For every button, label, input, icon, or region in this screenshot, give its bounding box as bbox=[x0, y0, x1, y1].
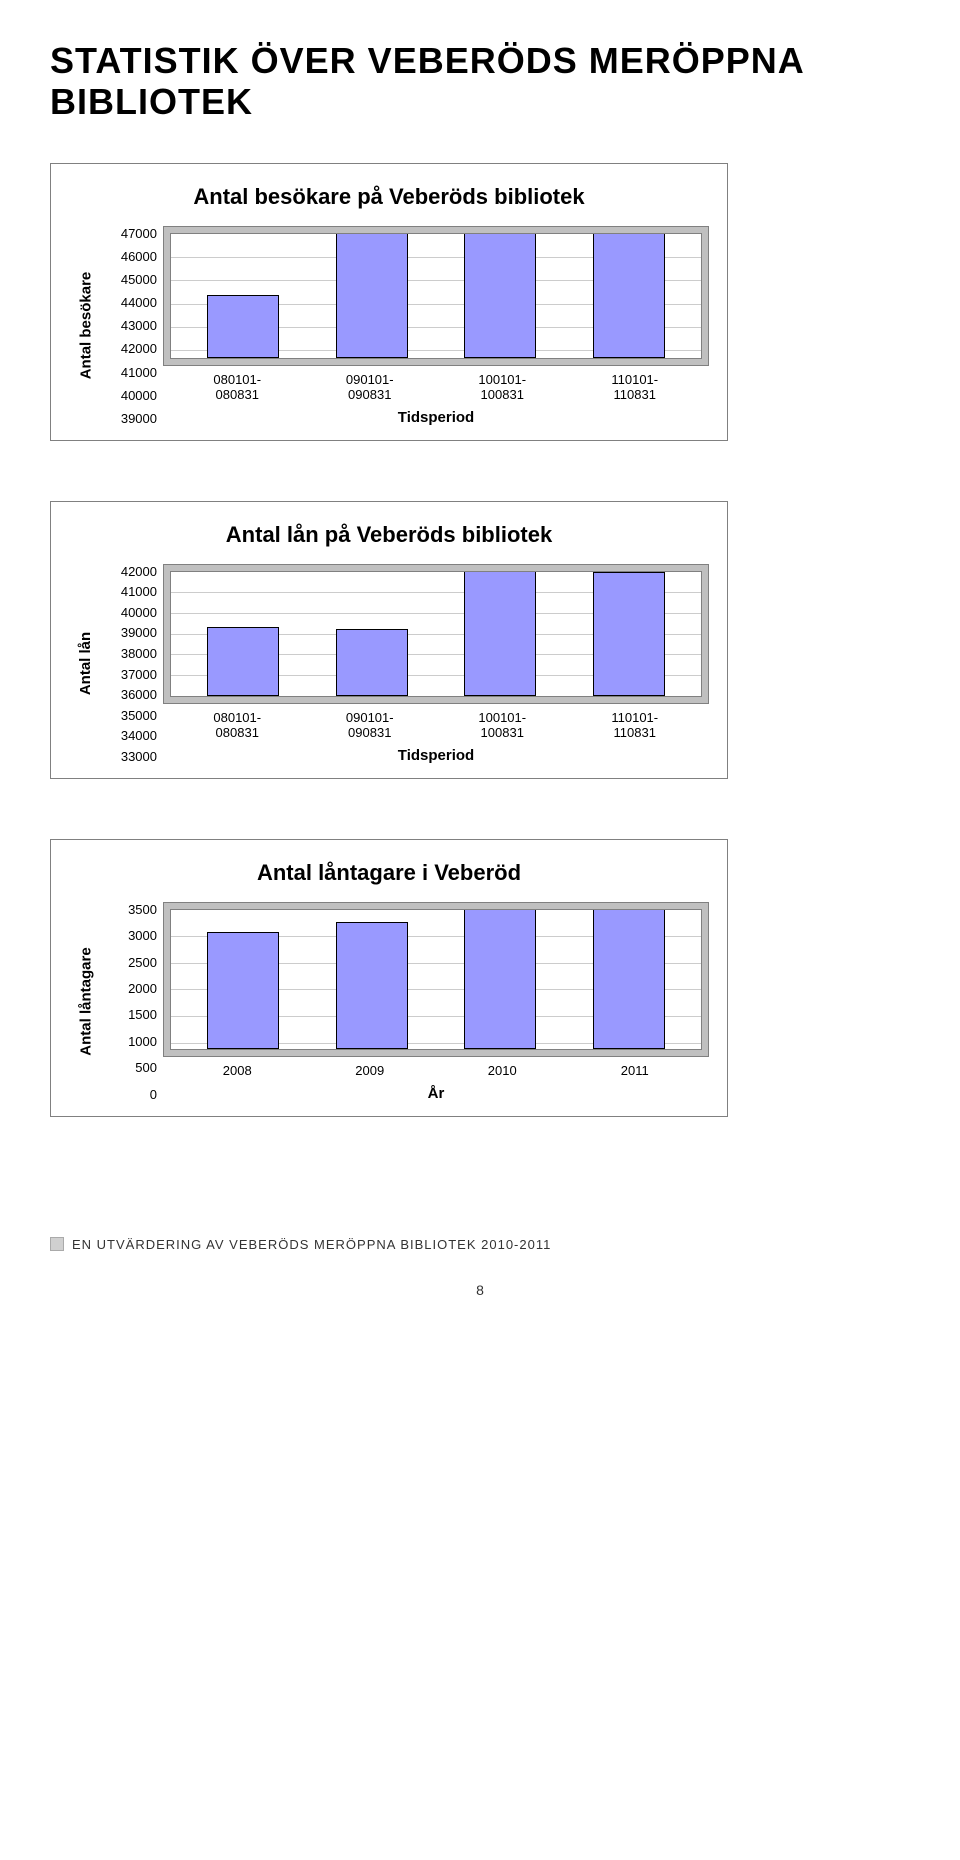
chart2-ytick: 36000 bbox=[103, 687, 157, 702]
chart1-ytick: 44000 bbox=[103, 295, 157, 310]
chart2-xtick: 110101- 110831 bbox=[598, 710, 672, 741]
chart1-ytick: 46000 bbox=[103, 249, 157, 264]
chart1-xtick: 100101- 100831 bbox=[465, 372, 539, 403]
chart2-ytick: 34000 bbox=[103, 728, 157, 743]
chart1-ytick: 41000 bbox=[103, 365, 157, 380]
chart3-xtick: 2011 bbox=[598, 1063, 672, 1079]
chart3-bar bbox=[336, 922, 408, 1050]
chart3-xlabel: År bbox=[163, 1085, 709, 1102]
chart3-plot bbox=[163, 902, 709, 1057]
chart3-ytick: 1500 bbox=[103, 1007, 157, 1022]
chart3-xtick: 2008 bbox=[200, 1063, 274, 1079]
chart1-ytick: 47000 bbox=[103, 226, 157, 241]
chart3-ylabel: Antal låntagare bbox=[78, 948, 95, 1056]
chart2-ytick: 40000 bbox=[103, 605, 157, 620]
chart1-bar bbox=[336, 233, 408, 358]
chart1-xtick: 110101- 110831 bbox=[598, 372, 672, 403]
chart2-ytick: 33000 bbox=[103, 749, 157, 764]
chart1-plot bbox=[163, 226, 709, 366]
charts-container: Antal besökare på Veberöds bibliotek Anta… bbox=[50, 163, 910, 1117]
chart2-ylabel: Antal lån bbox=[78, 632, 95, 695]
chart3-title: Antal låntagare i Veberöd bbox=[69, 860, 709, 886]
chart3-bar bbox=[464, 909, 536, 1049]
chart3-xtick: 2009 bbox=[333, 1063, 407, 1079]
chart1-card: Antal besökare på Veberöds bibliotek Anta… bbox=[50, 163, 728, 441]
chart2-bar bbox=[464, 571, 536, 696]
chart1-xtick: 080101- 080831 bbox=[200, 372, 274, 403]
chart2-bar bbox=[207, 627, 279, 695]
chart2-ytick: 41000 bbox=[103, 584, 157, 599]
chart2-xtick: 100101- 100831 bbox=[465, 710, 539, 741]
chart1-ytick: 42000 bbox=[103, 341, 157, 356]
chart1-ytick: 43000 bbox=[103, 318, 157, 333]
chart2-xlabel: Tidsperiod bbox=[163, 747, 709, 764]
chart1-ytick: 39000 bbox=[103, 411, 157, 426]
chart3-card: Antal låntagare i Veberöd Antal låntagare… bbox=[50, 839, 728, 1117]
footer-text: EN UTVÄRDERING AV VEBERÖDS MERÖPPNA BIBL… bbox=[72, 1237, 551, 1252]
chart1-ylabel: Antal besökare bbox=[78, 272, 95, 380]
chart2-card: Antal lån på Veberöds bibliotek Antal lån… bbox=[50, 501, 728, 779]
chart3-xtick: 2010 bbox=[465, 1063, 539, 1079]
chart2-ytick: 39000 bbox=[103, 625, 157, 640]
chart2-plot bbox=[163, 564, 709, 704]
chart1-ytick: 45000 bbox=[103, 272, 157, 287]
chart2-ytick: 35000 bbox=[103, 708, 157, 723]
chart1-xlabel: Tidsperiod bbox=[163, 409, 709, 426]
chart2-ytick: 38000 bbox=[103, 646, 157, 661]
chart2-xtick: 080101- 080831 bbox=[200, 710, 274, 741]
chart2-title: Antal lån på Veberöds bibliotek bbox=[69, 522, 709, 548]
chart2-bar bbox=[336, 629, 408, 695]
chart1-bar bbox=[464, 233, 536, 358]
footer-icon bbox=[50, 1237, 64, 1251]
chart3-ytick: 500 bbox=[103, 1060, 157, 1075]
chart3-bar bbox=[593, 909, 665, 1049]
chart2-xtick: 090101- 090831 bbox=[333, 710, 407, 741]
page-title: STATISTIK ÖVER VEBERÖDS MERÖPPNA BIBLIOT… bbox=[50, 40, 910, 123]
chart2-ytick: 37000 bbox=[103, 667, 157, 682]
chart3-ytick: 2000 bbox=[103, 981, 157, 996]
chart3-ytick: 3000 bbox=[103, 928, 157, 943]
chart3-ytick: 0 bbox=[103, 1087, 157, 1102]
chart1-title: Antal besökare på Veberöds bibliotek bbox=[69, 184, 709, 210]
footer: EN UTVÄRDERING AV VEBERÖDS MERÖPPNA BIBL… bbox=[50, 1237, 910, 1252]
chart2-bar bbox=[593, 572, 665, 696]
chart3-ytick: 3500 bbox=[103, 902, 157, 917]
chart1-bar bbox=[593, 233, 665, 358]
chart1-ytick: 40000 bbox=[103, 388, 157, 403]
chart1-bar bbox=[207, 295, 279, 358]
chart1-xtick: 090101- 090831 bbox=[333, 372, 407, 403]
chart2-ytick: 42000 bbox=[103, 564, 157, 579]
page-number: 8 bbox=[50, 1282, 910, 1298]
chart3-bar bbox=[207, 932, 279, 1049]
chart3-ytick: 1000 bbox=[103, 1034, 157, 1049]
chart3-ytick: 2500 bbox=[103, 955, 157, 970]
